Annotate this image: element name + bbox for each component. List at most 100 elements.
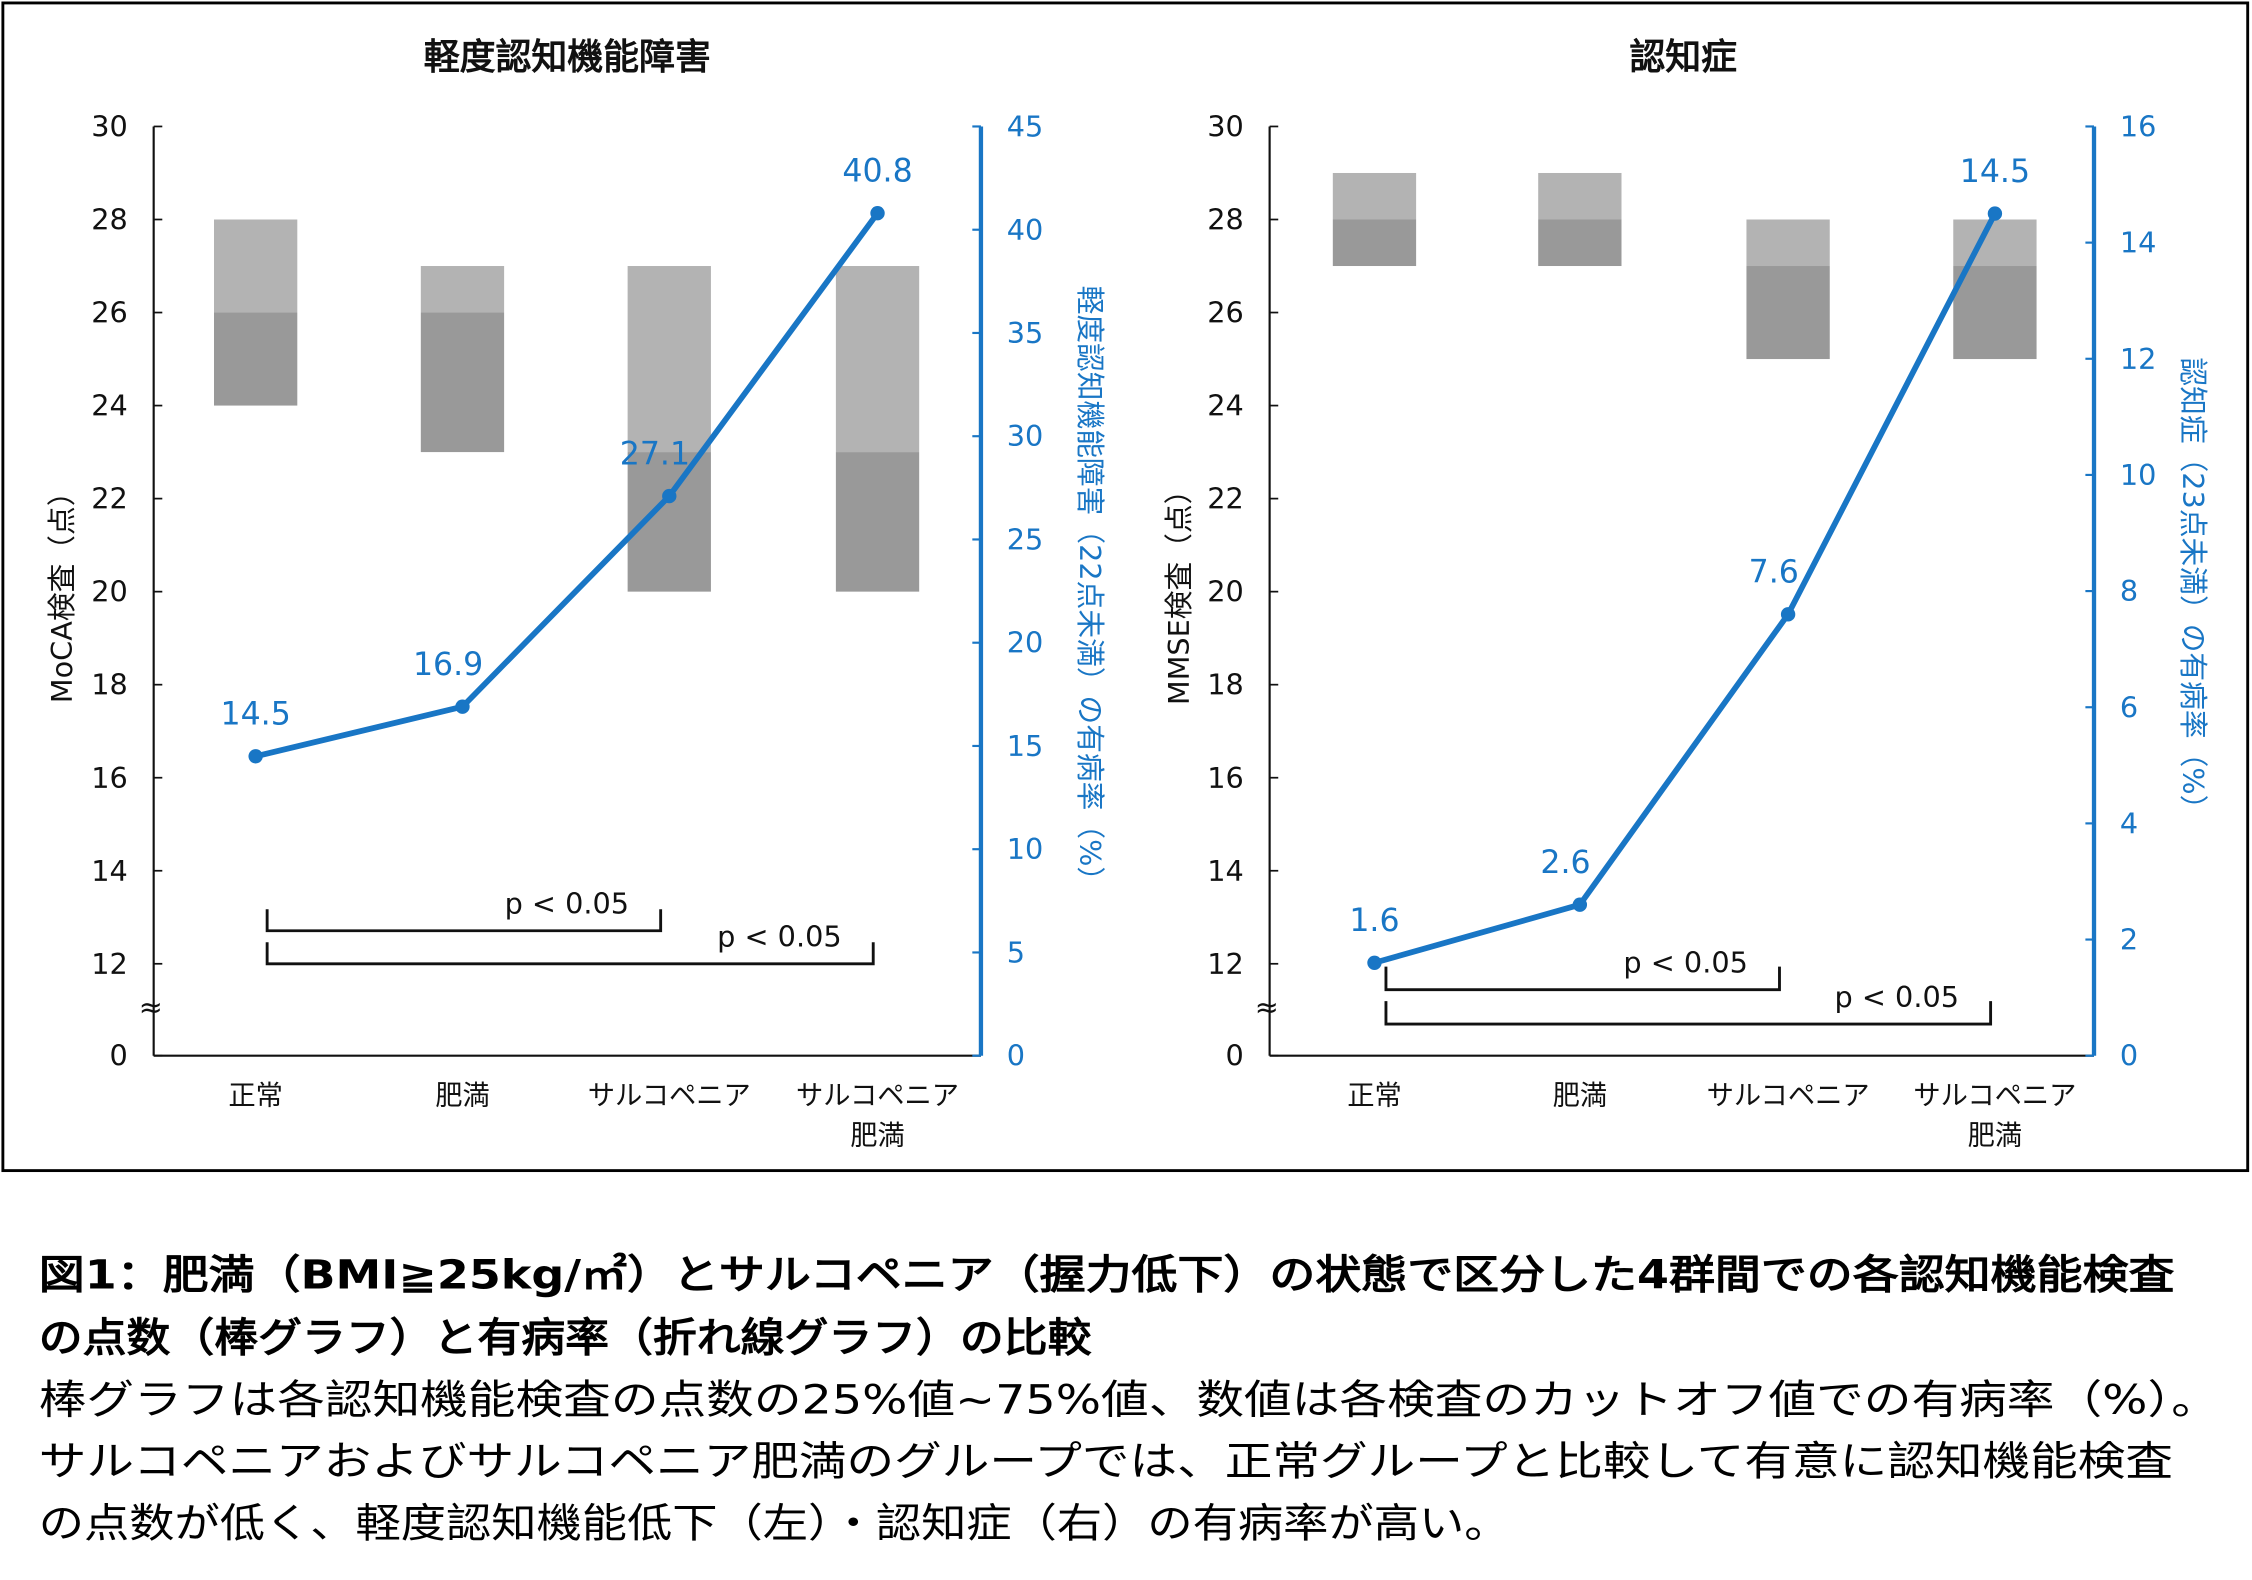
bar-lower-quartile (420, 312, 505, 453)
y-tick-label: 26 (1207, 296, 1244, 330)
y-tick-label: 16 (91, 761, 128, 795)
y-tick-label: 30 (1207, 110, 1244, 144)
y-tick-label: 12 (1207, 947, 1244, 981)
significance-label: p < 0.05 (717, 920, 842, 954)
x-category-label: サルコペニア (1707, 1081, 1870, 1112)
prevalence-point (1780, 607, 1796, 622)
chart-1: 軽度認知機能障害 30 28 26 24 22 20 18 16 14 12 0 ≈45 40 35 30 25… (45, 37, 1107, 1152)
chart-title: 認知症 (1629, 37, 1737, 78)
y-axis-title: MMSE検査（点） (1162, 476, 1196, 706)
y2-tick-label: 0 (1007, 1039, 1025, 1073)
prevalence-line (254, 211, 880, 760)
caption-title-line-2: の点数（棒グラフ）と有病率（折れ線グラフ）の比較 (39, 1316, 1093, 1362)
chart-2: 認知症302826242220181614120≈1614121086420MM… (1162, 37, 2210, 1152)
data-label: 40.8 (842, 154, 912, 190)
x-category-label: 肥満 (850, 1121, 905, 1152)
y-tick-label: 16 (1207, 761, 1244, 795)
x-category-label: サルコペニア (588, 1081, 751, 1112)
significance-label: p < 0.05 (1623, 945, 1748, 979)
bar-upper-quartile (1746, 219, 1830, 267)
x-category-label: サルコペニア (1913, 1081, 2076, 1112)
y2-tick-label: 4 (2120, 806, 2138, 840)
x-category-label: 肥満 (1968, 1121, 2023, 1152)
y2-tick-label: 6 (2120, 690, 2138, 724)
data-label: 14.5 (220, 697, 290, 733)
y-axis-title: MoCA検査（点） (45, 478, 79, 704)
y-tick-label: 18 (1207, 668, 1244, 702)
data-label: 14.5 (1960, 154, 2030, 190)
y-tick-label: 28 (1207, 203, 1244, 237)
prevalence-point (870, 206, 885, 221)
y2-tick-label: 10 (1007, 832, 1044, 866)
data-label: 7.6 (1749, 555, 1799, 591)
y2-tick-label: 2 (2120, 923, 2138, 957)
y-tick-label: 22 (1207, 482, 1244, 516)
y2-tick-label: 15 (1007, 729, 1044, 763)
y2-tick-label: 16 (2120, 110, 2157, 144)
bar-upper-quartile (835, 266, 920, 453)
prevalence-point (662, 488, 677, 504)
y2-tick-label: 12 (2120, 342, 2157, 376)
chart-title: 軽度認知機能障害 (424, 37, 711, 78)
x-category-label: 肥満 (435, 1081, 490, 1112)
y-tick-label: 28 (91, 203, 128, 237)
significance-bracket (265, 942, 875, 966)
y2-tick-label: 10 (2120, 458, 2157, 492)
y2-axis-title: 軽度認知機能障害（22点未満）の有病率（%） (1073, 286, 1107, 896)
data-label: 27.1 (620, 436, 690, 472)
prevalence-point (1572, 897, 1588, 912)
y2-tick-label: 5 (1007, 936, 1025, 970)
y2-tick-label: 0 (2120, 1039, 2138, 1073)
bar-upper-quartile (1538, 172, 1622, 220)
x-category-label: 正常 (228, 1081, 283, 1112)
x-category-label: サルコペニア (796, 1081, 959, 1112)
y-tick-label: 14 (91, 854, 128, 888)
caption-body-line-1: 棒グラフは各認知機能検査の点数の25%値~75%値、数値は各検査のカットオフ値で… (39, 1377, 2219, 1423)
bar-upper-quartile (213, 219, 298, 313)
bar-lower-quartile (1332, 219, 1417, 267)
caption-title-line-1: 図1：肥満（BMI≧25kg/㎡）とサルコペニア（握力低下）の状態で区分した4群… (39, 1252, 2176, 1298)
bar-upper-quartile (420, 266, 505, 313)
axis-break-symbol: ≈ (139, 990, 163, 1024)
bar-upper-quartile (1332, 172, 1417, 220)
charts: 軽度認知機能障害302826242220181614120≈4540353025… (45, 37, 2210, 1152)
y2-tick-label: 20 (1007, 626, 1044, 660)
x-category-label: 正常 (1347, 1081, 1402, 1112)
y-tick-label: 24 (91, 389, 128, 423)
y2-tick-label: 14 (2120, 226, 2157, 260)
prevalence-point (1987, 206, 2003, 221)
significance-bracket (1384, 1001, 1993, 1026)
significance-bracket (265, 909, 663, 933)
y-tick-label: 14 (1207, 854, 1244, 888)
significance-label: p < 0.05 (505, 887, 630, 921)
caption-body-line-2: サルコペニアおよびサルコペニア肥満のグループでは、正常グループと比較して有意に認… (39, 1439, 2173, 1485)
y-tick-label: 0 (110, 1039, 128, 1073)
y-tick-label: 20 (1207, 575, 1244, 609)
bar-lower-quartile (1746, 266, 1830, 360)
bar-upper-quartile (1953, 219, 2037, 267)
caption: 図1：肥満（BMI≧25kg/㎡）とサルコペニア（握力低下）の状態で区分した4群… (39, 1252, 2219, 1546)
y-tick-label: 22 (91, 482, 128, 516)
data-label: 2.6 (1540, 845, 1590, 881)
y2-tick-label: 35 (1007, 316, 1044, 350)
chart-frame (1, 1, 2250, 1173)
y2-tick-label: 25 (1007, 523, 1044, 557)
prevalence-point (248, 749, 263, 764)
significance-label: p < 0.05 (1835, 980, 1960, 1014)
data-label: 1.6 (1349, 903, 1399, 939)
significance-bracket (1384, 966, 1781, 992)
bar-lower-quartile (1538, 219, 1622, 267)
y2-axis-title: 認知症（23点未満）の有病率（%） (2176, 357, 2210, 823)
y-tick-label: 20 (91, 575, 128, 609)
prevalence-point (1367, 955, 1382, 970)
y-tick-label: 18 (91, 668, 128, 702)
prevalence-point (455, 699, 470, 714)
y2-tick-label: 45 (1007, 110, 1044, 144)
data-label: 16.9 (413, 647, 483, 683)
caption-body-line-3: の点数が低く、軽度認知機能低下（左）・認知症（右）の有病率が高い。 (39, 1501, 1510, 1547)
y-tick-label: 24 (1207, 389, 1244, 423)
y2-tick-label: 8 (2120, 574, 2138, 608)
y-tick-label: 12 (91, 947, 128, 981)
y-tick-label: 26 (91, 296, 128, 330)
